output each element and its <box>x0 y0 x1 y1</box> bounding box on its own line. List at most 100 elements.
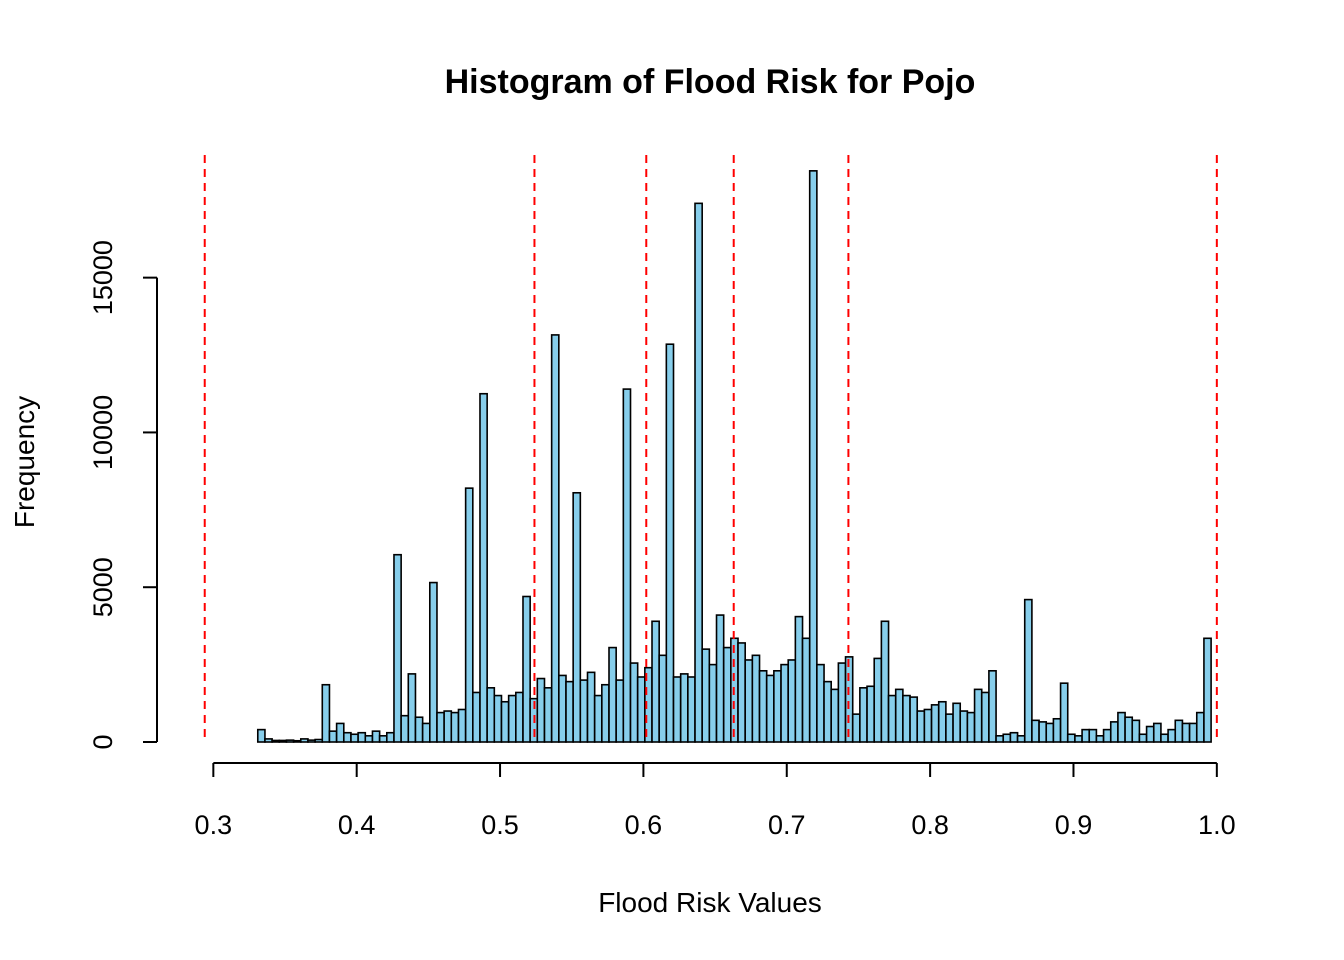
histogram-bar <box>823 680 833 743</box>
histogram-bar <box>371 730 381 743</box>
histogram-bar <box>378 735 388 743</box>
histogram-bar <box>264 738 273 743</box>
histogram-bar <box>350 733 359 743</box>
histogram-bar <box>393 553 402 743</box>
histogram-bar <box>428 581 438 743</box>
histogram-bar <box>1066 733 1076 743</box>
histogram-bar <box>357 731 367 743</box>
histogram-bar <box>665 343 675 743</box>
x-axis-label: Flood Risk Values <box>598 887 822 918</box>
histogram-bar <box>400 714 410 743</box>
histogram-bar <box>407 673 417 743</box>
histogram-bar <box>1031 719 1040 743</box>
histogram-bar <box>1059 682 1069 743</box>
histogram-bar <box>1195 711 1205 743</box>
histogram-bar <box>902 694 911 743</box>
histogram-bar <box>593 694 603 743</box>
histogram-bar <box>837 662 847 743</box>
histogram-bar <box>995 735 1005 743</box>
x-axis: 0.3 0.4 0.5 0.6 0.7 0.8 0.9 1.0 <box>195 762 1236 840</box>
histogram-bar <box>1174 719 1184 743</box>
histogram-bar <box>292 739 302 743</box>
histogram-bar <box>794 615 804 743</box>
histogram-bar <box>558 674 567 743</box>
histogram-bar <box>314 738 324 743</box>
x-tick-label: 1.0 <box>1198 810 1236 840</box>
histogram-bar <box>1052 717 1062 743</box>
histogram-bar <box>916 710 926 743</box>
histogram-bar <box>1167 728 1177 743</box>
histogram-bar <box>572 491 582 743</box>
reference-lines-group <box>203 155 1218 742</box>
histogram-bar <box>801 637 811 743</box>
histogram-bar <box>493 694 503 743</box>
histogram-bar <box>973 688 983 743</box>
x-tick-label: 0.3 <box>195 810 233 840</box>
histogram-bar <box>414 716 424 743</box>
histogram-bar <box>1095 735 1105 743</box>
histogram-bar <box>1203 637 1212 743</box>
histogram-bar <box>687 676 696 743</box>
histogram-bar <box>586 671 596 743</box>
histogram-bar <box>256 728 266 743</box>
histogram-bar <box>816 663 825 743</box>
x-tick-label: 0.7 <box>768 810 806 840</box>
histogram-bar <box>952 702 962 743</box>
histogram-bar <box>844 656 854 743</box>
histogram-bar <box>450 711 460 743</box>
histogram-bar <box>278 739 288 743</box>
histogram-bar <box>522 595 531 743</box>
histogram-bar <box>658 654 668 743</box>
histogram-bar <box>737 642 746 743</box>
histogram-bar <box>622 388 632 743</box>
x-tick-label: 0.6 <box>625 810 663 840</box>
histogram-bar <box>715 614 725 743</box>
histogram-bar <box>500 700 510 743</box>
histogram-bar <box>321 683 331 743</box>
x-tick-label: 0.9 <box>1055 810 1093 840</box>
y-tick-label: 0 <box>88 734 118 749</box>
histogram-bar <box>930 704 940 743</box>
histogram-bar <box>887 694 897 743</box>
histogram-bar <box>988 669 997 743</box>
histogram-bar <box>385 731 395 743</box>
histogram-bar <box>744 659 754 743</box>
x-tick-label: 0.5 <box>481 810 519 840</box>
histogram-bar <box>479 392 488 743</box>
histogram-bar <box>1160 733 1169 743</box>
histogram-bar <box>859 687 868 743</box>
histogram-bar <box>980 691 990 743</box>
histogram-bar <box>285 739 295 743</box>
histogram-bar <box>923 708 933 743</box>
histogram-bar <box>472 691 481 743</box>
x-tick-label: 0.8 <box>911 810 949 840</box>
chart-title: Histogram of Flood Risk for Pojo <box>445 63 976 101</box>
histogram-bar <box>880 620 890 743</box>
histogram-bar <box>751 654 761 743</box>
histogram-bar <box>636 676 646 743</box>
histogram-bar <box>1138 733 1148 743</box>
histogram-bar <box>1124 716 1134 743</box>
histogram-bar <box>342 731 352 743</box>
histogram-bar <box>1145 725 1155 743</box>
histogram-bar <box>1131 719 1141 743</box>
y-tick-label: 5000 <box>88 557 118 617</box>
histogram-bar <box>515 691 524 743</box>
histogram-bar <box>271 739 281 743</box>
x-tick-label: 0.4 <box>338 810 376 840</box>
histogram-bar <box>328 730 338 743</box>
histogram-bar <box>1038 721 1048 743</box>
histogram-bar <box>543 687 553 743</box>
histogram-bar <box>701 648 711 743</box>
histogram-bar <box>937 700 947 743</box>
histogram-bar <box>672 676 682 743</box>
histogram-bar <box>486 687 496 743</box>
y-tick-label: 15000 <box>88 240 118 315</box>
histogram-bar <box>708 663 718 743</box>
histogram-bar <box>866 685 876 743</box>
histogram-bar <box>773 669 782 743</box>
histogram-bar <box>601 683 610 743</box>
histogram-bar <box>765 674 775 743</box>
